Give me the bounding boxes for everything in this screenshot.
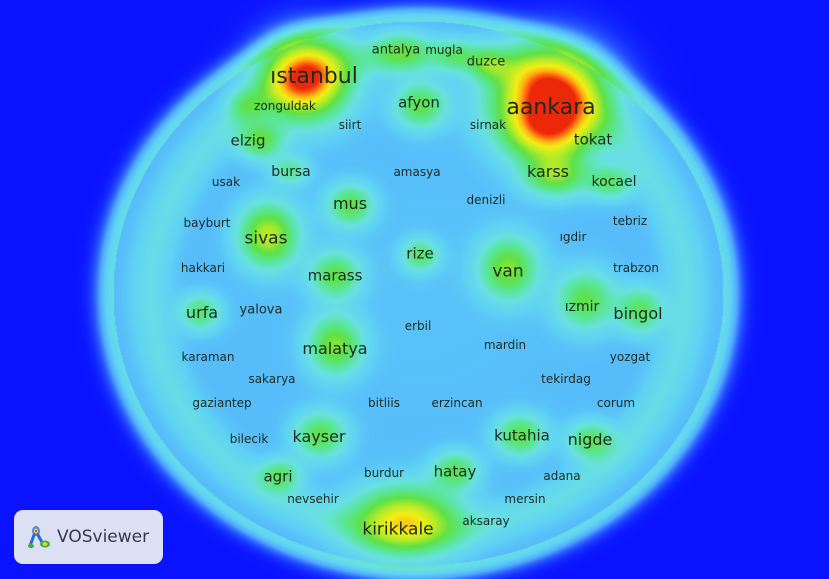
term-label[interactable]: erbil (404, 319, 432, 333)
term-label[interactable]: yozgat (609, 350, 651, 364)
term-label[interactable]: erzincan (431, 396, 483, 410)
term-label[interactable]: usak (211, 175, 241, 189)
term-label[interactable]: agri (263, 467, 293, 486)
term-label[interactable]: sirnak (469, 118, 507, 132)
term-label[interactable]: trabzon (613, 261, 659, 275)
term-label[interactable]: hakkari (180, 261, 226, 275)
term-label[interactable]: bayburt (183, 216, 231, 230)
term-label[interactable]: malatya (302, 339, 368, 358)
term-label[interactable]: zonguldak (254, 99, 316, 113)
term-label[interactable]: hatay (433, 462, 477, 481)
term-label[interactable]: duzce (466, 54, 506, 70)
term-label[interactable]: corum (596, 396, 636, 410)
term-label[interactable]: antalya (371, 42, 421, 58)
term-label[interactable]: kocael (591, 174, 637, 190)
term-label[interactable]: afyon (398, 93, 440, 112)
term-label[interactable]: mus (332, 194, 368, 213)
vosviewer-icon (28, 526, 50, 549)
term-label[interactable]: ıstanbul (270, 64, 358, 89)
term-label[interactable]: mardin (483, 338, 527, 352)
term-label[interactable]: nevsehir (287, 492, 339, 506)
term-label[interactable]: kayser (292, 427, 346, 446)
term-label[interactable]: aksaray (462, 514, 510, 528)
term-label[interactable]: karss (526, 162, 570, 181)
term-label[interactable]: mersin (504, 492, 546, 506)
term-label[interactable]: tebriz (612, 214, 648, 228)
term-label[interactable]: nigde (567, 430, 613, 449)
term-label[interactable]: karaman (181, 350, 235, 364)
term-label[interactable]: bursa (271, 164, 311, 180)
term-label[interactable]: bilecik (229, 432, 269, 446)
term-label[interactable]: bingol (613, 304, 663, 323)
term-label[interactable]: ıgdir (559, 230, 587, 244)
term-label[interactable]: bitliis (368, 396, 400, 410)
vosviewer-logo-badge: VOSviewer (14, 510, 163, 564)
term-label[interactable]: sakarya (248, 372, 296, 386)
term-label[interactable]: yalova (239, 302, 283, 318)
term-label[interactable]: burdur (363, 466, 405, 480)
term-label[interactable]: gaziantep (192, 396, 252, 410)
term-label[interactable]: denizli (466, 193, 506, 207)
vosviewer-logo-text: VOSviewer (57, 527, 150, 547)
term-label[interactable]: aankara (506, 95, 596, 120)
term-label[interactable]: marass (307, 266, 363, 285)
term-label[interactable]: amasya (393, 165, 441, 179)
term-label[interactable]: kirikkale (362, 519, 434, 540)
term-label[interactable]: rize (406, 244, 434, 263)
term-label[interactable]: sivas (244, 228, 288, 249)
term-label[interactable]: ızmir (564, 299, 600, 315)
term-label[interactable]: kutahia (494, 426, 550, 445)
term-label[interactable]: tekirdag (541, 372, 591, 386)
term-label[interactable]: siirt (338, 118, 362, 132)
term-label[interactable]: adana (543, 469, 581, 483)
term-label[interactable]: urfa (185, 303, 219, 322)
term-label[interactable]: mugla (425, 43, 463, 57)
term-label[interactable]: elzig (230, 131, 266, 150)
term-label[interactable]: tokat (573, 130, 613, 149)
term-label[interactable]: van (492, 261, 524, 282)
